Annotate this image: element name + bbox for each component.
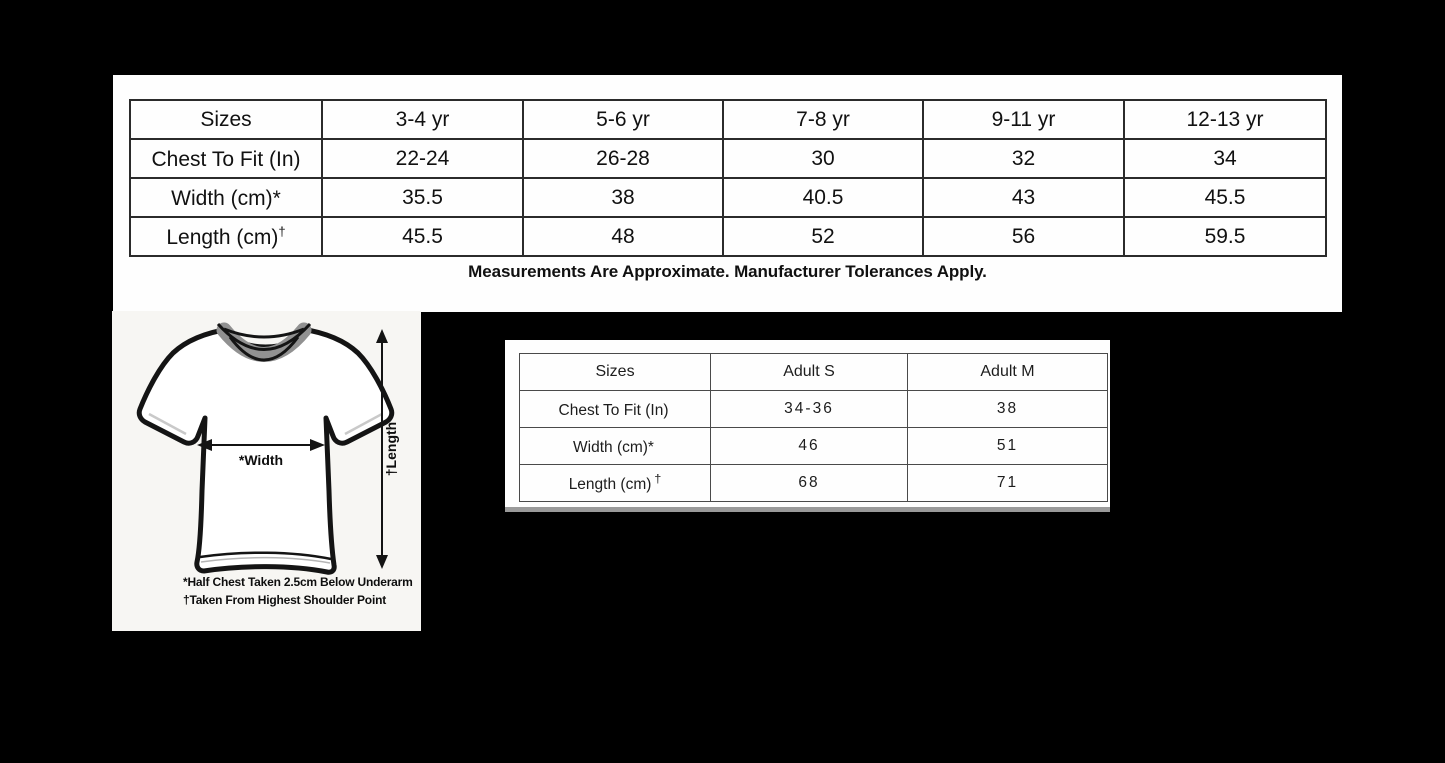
kids-col-header: 9-11 yr bbox=[922, 99, 1125, 140]
table-cell: 56 bbox=[922, 216, 1125, 257]
kids-col-header: 7-8 yr bbox=[722, 99, 924, 140]
length-arrow bbox=[376, 329, 388, 569]
table-cell: 51 bbox=[907, 427, 1108, 465]
table-cell: 22-24 bbox=[321, 138, 524, 179]
row-label: Length (cm)† bbox=[519, 464, 711, 502]
table-cell: 30 bbox=[722, 138, 924, 179]
hem-line bbox=[199, 551, 332, 561]
tshirt-diagram: *Width †Length bbox=[136, 322, 399, 575]
table-cell: 45.5 bbox=[321, 216, 524, 257]
tshirt-outline bbox=[136, 326, 395, 575]
adult-size-table: Sizes Adult S Adult M Chest To Fit (In) … bbox=[519, 353, 1108, 502]
kids-chest-row: Chest To Fit (In) 22-24 26-28 30 32 34 bbox=[129, 138, 1327, 179]
kids-col-header: Sizes bbox=[129, 99, 323, 140]
hem-highlight bbox=[200, 556, 331, 564]
table-cell: 48 bbox=[522, 216, 724, 257]
table-cell: 35.5 bbox=[321, 177, 524, 218]
adult-width-row: Width (cm)* 46 51 bbox=[519, 427, 1108, 465]
kids-col-header: 12-13 yr bbox=[1123, 99, 1327, 140]
row-label: Width (cm)* bbox=[129, 177, 323, 218]
panel-shadow bbox=[505, 507, 1110, 512]
table-cell: 38 bbox=[907, 390, 1108, 428]
table-cell: 68 bbox=[710, 464, 908, 502]
table-cell: 52 bbox=[722, 216, 924, 257]
adult-col-header: Adult M bbox=[907, 353, 1108, 391]
row-label: Chest To Fit (In) bbox=[519, 390, 711, 428]
table-cell: 32 bbox=[922, 138, 1125, 179]
table-cell: 34 bbox=[1123, 138, 1327, 179]
row-label: Width (cm)* bbox=[519, 427, 711, 465]
table-cell: 34-36 bbox=[710, 390, 908, 428]
kids-width-row: Width (cm)* 35.5 38 40.5 43 45.5 bbox=[129, 177, 1327, 218]
kids-col-header: 5-6 yr bbox=[522, 99, 724, 140]
collar bbox=[216, 322, 312, 362]
tolerance-note: Measurements Are Approximate. Manufactur… bbox=[468, 262, 987, 281]
tshirt-diagram-panel: *Width †Length *Half Chest Taken 2.5cm B… bbox=[112, 311, 421, 631]
table-cell: 26-28 bbox=[522, 138, 724, 179]
table-cell: 38 bbox=[522, 177, 724, 218]
table-cell: 43 bbox=[922, 177, 1125, 218]
adult-size-panel: Sizes Adult S Adult M Chest To Fit (In) … bbox=[505, 340, 1110, 512]
table-cell: 71 bbox=[907, 464, 1108, 502]
left-cuff-line bbox=[148, 412, 187, 436]
adult-col-header: Sizes bbox=[519, 353, 711, 391]
row-label: Length (cm)† bbox=[129, 216, 323, 257]
measurement-footnotes: *Half Chest Taken 2.5cm Below Underarm †… bbox=[183, 573, 418, 609]
kids-header-row: Sizes 3-4 yr 5-6 yr 7-8 yr 9-11 yr 12-13… bbox=[129, 99, 1327, 140]
adult-chest-row: Chest To Fit (In) 34-36 38 bbox=[519, 390, 1108, 428]
table-cell: 45.5 bbox=[1123, 177, 1327, 218]
right-cuff-line bbox=[344, 412, 383, 436]
adult-length-row: Length (cm) † 68 71 bbox=[519, 464, 1108, 502]
kids-size-panel: Sizes 3-4 yr 5-6 yr 7-8 yr 9-11 yr 12-13… bbox=[113, 75, 1342, 312]
kids-col-header: 3-4 yr bbox=[321, 99, 524, 140]
adult-col-header: Adult S bbox=[710, 353, 908, 391]
footnote-width: *Half Chest Taken 2.5cm Below Underarm bbox=[183, 575, 413, 589]
table-cell: 40.5 bbox=[722, 177, 924, 218]
width-arrow bbox=[197, 439, 325, 451]
kids-size-table: Sizes 3-4 yr 5-6 yr 7-8 yr 9-11 yr 12-13… bbox=[129, 99, 1327, 257]
table-cell: 59.5 bbox=[1123, 216, 1327, 257]
width-label: *Width bbox=[239, 452, 283, 468]
row-label: Chest To Fit (In) bbox=[129, 138, 323, 179]
kids-length-row: Length (cm)† 45.5 48 52 56 59.5 bbox=[129, 216, 1327, 257]
footnote-length: †Taken From Highest Shoulder Point bbox=[183, 593, 387, 607]
table-cell: 46 bbox=[710, 427, 908, 465]
adult-header-row: Sizes Adult S Adult M bbox=[519, 353, 1108, 391]
length-label: †Length bbox=[383, 422, 399, 476]
